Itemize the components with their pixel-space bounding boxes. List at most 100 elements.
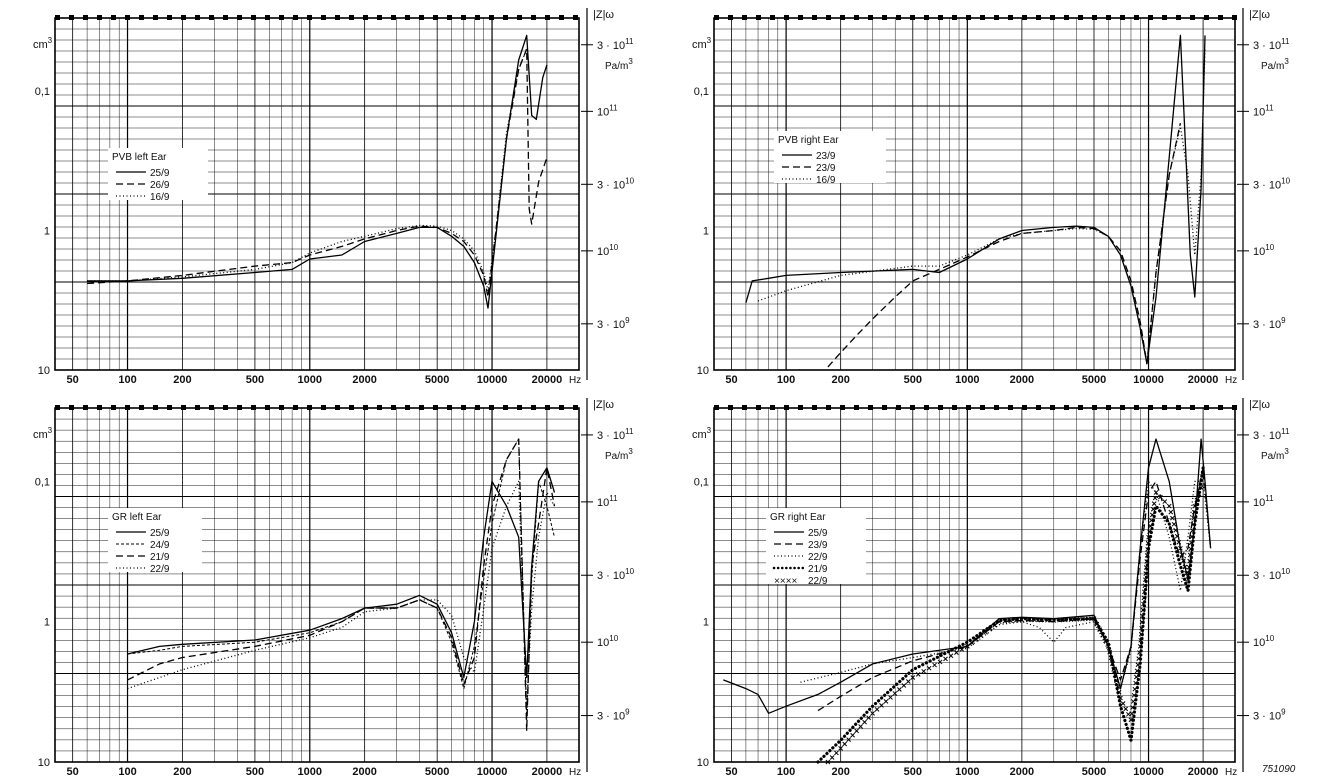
right-tick-label: 1010	[597, 243, 619, 258]
series-line	[745, 34, 1206, 365]
right-tick-label: 3 · 1011	[1253, 37, 1290, 52]
right-tick-label: 3 · 109	[1253, 708, 1286, 723]
left-tick-label: 0,1	[35, 476, 50, 488]
legend-swatch: ××××	[774, 576, 798, 587]
series-line	[816, 466, 1205, 764]
legend-entry: 21/9	[808, 564, 828, 575]
left-tick-label: 1	[703, 225, 709, 237]
top-edge-ticks	[55, 405, 578, 410]
right-unit-label: |Z|ω	[1249, 399, 1270, 411]
x-tick-label: 2000	[1010, 766, 1034, 777]
right-unit-label-2: Pa/m3	[1261, 447, 1289, 462]
x-tick-label: 500	[246, 374, 264, 386]
series-line	[127, 480, 556, 707]
x-tick-label: 20000	[1188, 374, 1219, 386]
right-tick-label: 1010	[597, 634, 619, 649]
x-tick-label: 1000	[955, 374, 979, 386]
x-tick-label: 50	[725, 766, 737, 777]
x-unit-label: Hz	[569, 767, 581, 777]
right-tick-label: 1010	[1253, 243, 1275, 258]
x-tick-label: 2000	[1010, 374, 1034, 386]
right-tick-label: 3 · 1011	[597, 427, 634, 442]
legend-entry: 25/9	[808, 528, 828, 539]
right-tick-label: 3 · 109	[597, 316, 630, 331]
vertical-grid	[731, 408, 1204, 762]
figure-id-label: 751090	[1262, 764, 1296, 775]
series-line	[127, 467, 556, 679]
right-unit-label: |Z|ω	[593, 399, 614, 411]
legend-entry: 22/9	[808, 552, 828, 563]
x-tick-label: 1000	[298, 374, 322, 386]
x-tick-label: 100	[777, 766, 795, 777]
left-tick-label: 0,1	[694, 476, 709, 488]
left-tick-label: 0,1	[35, 86, 50, 98]
series-line	[87, 34, 548, 309]
right-tick-label: 1010	[1253, 634, 1275, 649]
x-tick-label: 10000	[1133, 766, 1164, 777]
right-tick-label: 3 · 1011	[1253, 427, 1290, 442]
right-tick-label: 3 · 1011	[597, 37, 634, 52]
right-tick-label: 3 · 109	[1253, 316, 1286, 331]
series-line	[127, 438, 555, 721]
legend-title: GR right Ear	[770, 512, 826, 523]
series-line	[127, 438, 556, 732]
x-tick-label: 100	[118, 766, 136, 777]
x-tick-label: 20000	[532, 766, 563, 777]
top-edge-ticks	[714, 15, 1237, 20]
legend: GR left Ear 25/924/921/922/9	[108, 508, 202, 575]
x-tick-label: 500	[246, 766, 264, 777]
x-tick-label: 1000	[955, 766, 979, 777]
right-tick-label: 3 · 109	[597, 708, 630, 723]
series-group	[745, 34, 1206, 368]
horizontal-grid	[714, 28, 1235, 360]
right-unit-label: |Z|ω	[593, 9, 614, 21]
legend-entry: 25/9	[150, 168, 170, 179]
x-tick-label: 50	[67, 766, 79, 777]
x-tick-label: 5000	[1082, 766, 1106, 777]
left-tick-label: 10	[38, 365, 50, 377]
left-tick-label: 1	[703, 617, 709, 629]
x-tick-label: 5000	[425, 766, 449, 777]
horizontal-grid	[55, 418, 579, 752]
legend-entry: 16/9	[150, 192, 170, 203]
series-line	[817, 467, 1212, 712]
left-tick-label: 1	[44, 225, 50, 237]
chart-panel-top-right: 50 100 200 500 1000 2000 5000 10000 20000 Hz 0,1 1 1…	[692, 8, 1291, 386]
right-unit-label-2: Pa/m3	[605, 57, 633, 72]
x-tick-label: 100	[777, 374, 795, 386]
x-tick-label: 2000	[352, 766, 376, 777]
x-unit-label: Hz	[1225, 767, 1237, 777]
legend-title: PVB left Ear	[112, 152, 167, 163]
x-tick-label: 2000	[352, 374, 376, 386]
legend-entry: 23/9	[816, 151, 836, 162]
x-tick-label: 10000	[477, 766, 508, 777]
legend-title: GR left Ear	[112, 512, 162, 523]
right-unit-label-2: Pa/m3	[1261, 57, 1289, 72]
right-tick-label: 1011	[1253, 494, 1274, 509]
left-tick-label: 1	[44, 617, 50, 629]
x-tick-label: 500	[904, 374, 922, 386]
left-unit-label: cm3	[33, 426, 53, 441]
legend: PVB left Ear 25/926/916/9	[108, 148, 208, 203]
x-tick-label: 10000	[477, 374, 508, 386]
x-tick-label: 500	[904, 766, 922, 777]
series-group	[127, 438, 556, 732]
right-unit-label: |Z|ω	[1249, 9, 1270, 21]
series-line	[825, 485, 1204, 765]
legend-entry: 24/9	[150, 540, 170, 551]
right-tick-label: 1011	[597, 103, 618, 118]
legend-entry: 26/9	[150, 180, 170, 191]
left-tick-label: 10	[697, 757, 709, 769]
x-tick-label: 1000	[298, 766, 322, 777]
x-tick-label: 20000	[532, 374, 563, 386]
legend-entry: 21/9	[150, 552, 170, 563]
left-unit-label: cm3	[692, 36, 712, 51]
x-tick-label: 100	[118, 374, 136, 386]
x-tick-label: 50	[67, 374, 79, 386]
legend-entry: 23/9	[808, 540, 828, 551]
right-tick-label: 1011	[597, 494, 618, 509]
chart-panel-top-left: 50 100 200 500 1000 2000 5000 10000 20000 Hz 0,1 1 1…	[33, 8, 635, 386]
x-tick-label: 5000	[1082, 374, 1106, 386]
